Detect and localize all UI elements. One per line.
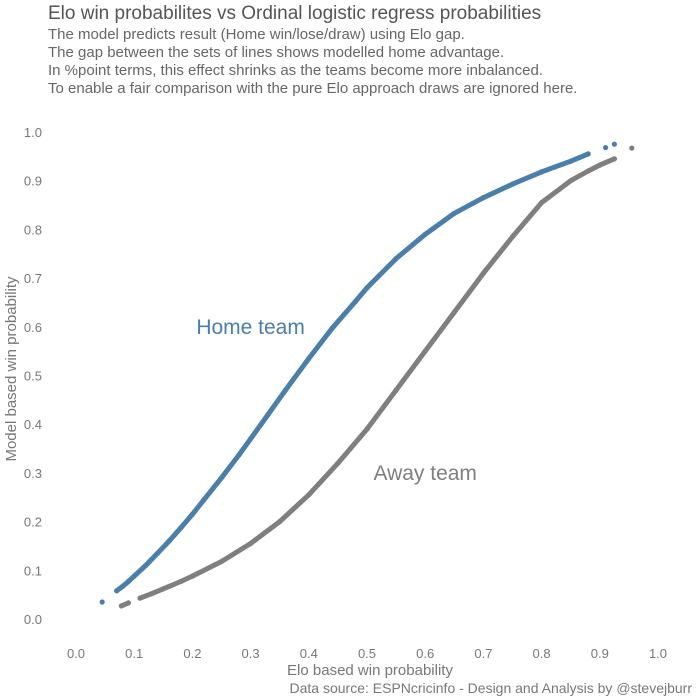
data-point bbox=[178, 578, 184, 585]
chart-subtitle-line-3: In %point terms, this effect shrinks as … bbox=[48, 62, 543, 79]
data-point bbox=[118, 603, 124, 609]
x-tick-label: 0.7 bbox=[474, 646, 492, 661]
data-point bbox=[114, 588, 120, 594]
data-point bbox=[236, 452, 242, 458]
data-point bbox=[480, 195, 486, 201]
series-home-team bbox=[99, 141, 618, 605]
y-tick-label: 0.5 bbox=[24, 369, 42, 384]
y-tick-label: 0.4 bbox=[24, 417, 42, 432]
data-point bbox=[568, 158, 574, 164]
chart-subtitle-line-1: The model predicts result (Home win/lose… bbox=[48, 26, 465, 43]
series-band bbox=[118, 156, 617, 609]
y-tick-label: 0.3 bbox=[24, 466, 42, 481]
data-point bbox=[611, 156, 618, 162]
y-tick-label: 0.2 bbox=[24, 515, 42, 530]
data-point bbox=[539, 169, 545, 175]
series-away-team bbox=[118, 145, 635, 609]
data-point bbox=[480, 270, 486, 276]
data-point bbox=[189, 511, 195, 517]
x-tick-label: 1.0 bbox=[649, 646, 667, 661]
data-point bbox=[131, 573, 137, 579]
data-point bbox=[306, 492, 312, 498]
data-point bbox=[335, 460, 341, 466]
data-point bbox=[178, 525, 184, 531]
data-point bbox=[218, 558, 225, 565]
chart-subtitle-line-4: To enable a fair comparison with the pur… bbox=[48, 80, 578, 97]
data-point bbox=[277, 519, 283, 525]
annotation-label: Away team bbox=[373, 462, 477, 485]
chart-title: Elo win probabilites vs Ordinal logistic… bbox=[48, 3, 542, 24]
data-point bbox=[201, 497, 207, 503]
data-point bbox=[120, 583, 126, 590]
data-point bbox=[364, 426, 370, 432]
data-point bbox=[137, 595, 143, 601]
series-layer bbox=[99, 141, 635, 609]
data-point bbox=[422, 348, 428, 354]
data-point bbox=[422, 231, 428, 237]
y-tick-label: 0.0 bbox=[24, 612, 42, 627]
data-point bbox=[125, 600, 131, 606]
x-tick-label: 0.1 bbox=[125, 646, 143, 661]
data-point bbox=[629, 145, 635, 151]
annotation-layer: Home team Away team bbox=[196, 316, 477, 485]
data-point bbox=[160, 586, 166, 592]
y-tick-label: 0.8 bbox=[24, 222, 42, 237]
data-point bbox=[597, 162, 603, 168]
chart-subtitle-line-2: The gap between the sets of lines shows … bbox=[48, 44, 505, 61]
data-point bbox=[611, 141, 618, 147]
annotation-label: Home team bbox=[196, 316, 305, 339]
data-point bbox=[364, 285, 370, 291]
x-tick-label: 0.8 bbox=[533, 646, 551, 661]
data-point bbox=[451, 309, 457, 315]
data-point bbox=[265, 411, 271, 418]
data-point bbox=[154, 550, 161, 556]
data-point bbox=[248, 540, 254, 547]
data-point bbox=[306, 355, 312, 362]
x-axis-label: Elo based win probability bbox=[287, 662, 453, 679]
data-point bbox=[585, 168, 591, 174]
data-point bbox=[99, 599, 105, 605]
x-tick-label: 0.4 bbox=[300, 646, 318, 661]
x-tick-label: 0.0 bbox=[67, 646, 85, 661]
data-point bbox=[509, 181, 516, 187]
data-point bbox=[603, 145, 609, 151]
series-band bbox=[114, 151, 591, 594]
data-point bbox=[393, 256, 399, 262]
y-axis-label: Model based win probability bbox=[3, 276, 20, 462]
y-tick-label: 0.6 bbox=[24, 320, 42, 335]
y-tick-label: 0.7 bbox=[24, 271, 42, 286]
y-axis-ticks: 0.0 0.1 0.2 0.3 0.4 0.5 0.6 0.7 0.8 0.9 1.0 bbox=[24, 125, 42, 627]
y-tick-label: 0.1 bbox=[24, 563, 42, 578]
data-point bbox=[568, 178, 574, 184]
data-point bbox=[539, 200, 545, 206]
data-point bbox=[149, 591, 155, 597]
chart-caption: Data source: ESPNcricinfo - Design and A… bbox=[289, 680, 693, 696]
data-point bbox=[248, 436, 254, 442]
x-axis-ticks: 0.0 0.1 0.2 0.3 0.4 0.5 0.6 0.7 0.8 0.9 1.0 bbox=[67, 646, 667, 661]
y-tick-label: 1.0 bbox=[24, 125, 42, 140]
x-tick-label: 0.9 bbox=[591, 646, 609, 661]
x-tick-label: 0.3 bbox=[242, 646, 260, 661]
data-point bbox=[329, 325, 335, 331]
data-point bbox=[166, 538, 172, 544]
data-point bbox=[282, 387, 289, 393]
data-point bbox=[393, 387, 399, 393]
data-point bbox=[125, 578, 131, 585]
data-point bbox=[352, 298, 358, 305]
data-point bbox=[143, 562, 149, 569]
x-tick-label: 0.2 bbox=[183, 646, 201, 661]
x-tick-label: 0.5 bbox=[358, 646, 376, 661]
x-tick-label: 0.6 bbox=[416, 646, 434, 661]
data-point bbox=[189, 573, 195, 579]
y-tick-label: 0.9 bbox=[24, 174, 42, 189]
data-point bbox=[218, 475, 225, 481]
data-point bbox=[585, 151, 591, 157]
data-point bbox=[509, 234, 516, 240]
data-point bbox=[451, 210, 457, 216]
